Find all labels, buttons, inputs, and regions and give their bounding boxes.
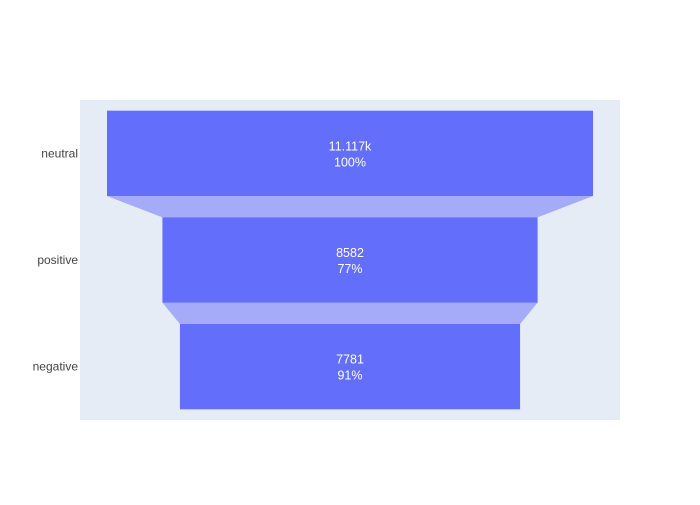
funnel-connector: [107, 196, 593, 218]
y-axis-tick-labels: neutral positive negative: [33, 146, 79, 373]
connector-group: [107, 196, 593, 324]
bar-group: [107, 110, 593, 410]
y-tick-label: neutral: [41, 146, 78, 160]
funnel-connector: [162, 302, 538, 324]
data-label-value: 11.117k: [329, 139, 372, 153]
funnel-bar-neutral: [107, 110, 593, 196]
bar-label-group: 11.117k 100% 8582 77% 7781 91%: [329, 139, 372, 382]
data-label-value: 8582: [336, 246, 364, 260]
y-tick-label: negative: [33, 360, 79, 374]
data-label-percent: 91%: [337, 369, 362, 383]
data-label-value: 7781: [336, 353, 364, 367]
data-label-percent: 77%: [337, 262, 362, 276]
funnel-bar-negative: [179, 324, 521, 410]
y-tick-label: positive: [37, 253, 78, 267]
funnel-bar-positive: [162, 217, 538, 303]
data-label-percent: 100%: [334, 155, 366, 169]
